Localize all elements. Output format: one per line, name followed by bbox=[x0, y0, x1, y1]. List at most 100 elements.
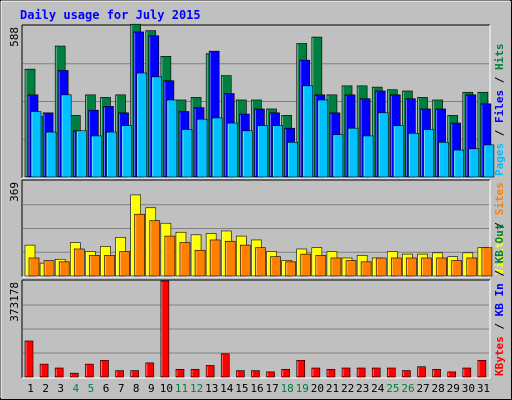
bar-sites bbox=[391, 257, 402, 277]
x-tick-label: 7 bbox=[118, 382, 125, 395]
bar-sites bbox=[255, 247, 266, 277]
bar-sites bbox=[330, 257, 342, 277]
x-tick-label: 14 bbox=[220, 382, 234, 395]
bar-sites bbox=[315, 255, 327, 277]
bar-kbytes bbox=[402, 370, 411, 378]
bar-sites bbox=[104, 255, 115, 277]
bar-pages bbox=[408, 133, 419, 178]
bar-sites bbox=[119, 251, 130, 277]
x-tick-label: 22 bbox=[341, 382, 354, 395]
bar-sites bbox=[300, 253, 312, 277]
bar-pages bbox=[347, 127, 359, 178]
x-tick-label: 8 bbox=[133, 382, 140, 395]
y-max-label: 369 bbox=[8, 182, 21, 202]
x-tick-label: 16 bbox=[250, 382, 263, 395]
bar-sites bbox=[285, 261, 296, 277]
bar-kbytes bbox=[387, 367, 396, 378]
bar-kbytes bbox=[236, 370, 245, 378]
bar-sites bbox=[360, 261, 372, 277]
bar-sites bbox=[345, 260, 357, 277]
bar-kbytes bbox=[190, 368, 200, 378]
x-tick-label: 2 bbox=[42, 382, 49, 395]
bar-pages bbox=[377, 112, 389, 178]
bar-pages bbox=[393, 125, 404, 178]
bar-kbytes bbox=[281, 368, 290, 378]
legend-entry: Files bbox=[493, 90, 506, 123]
bar-sites bbox=[164, 235, 176, 277]
bar-kbytes bbox=[205, 365, 215, 378]
bar-kbytes bbox=[341, 367, 351, 378]
bar-sites bbox=[451, 260, 463, 277]
legend-entry: Pages bbox=[493, 143, 506, 176]
bar-sites bbox=[149, 220, 161, 277]
x-tick-label: 31 bbox=[477, 382, 490, 395]
bar-pages bbox=[30, 111, 42, 178]
x-tick-label: 26 bbox=[401, 382, 414, 395]
bar-kbytes bbox=[220, 353, 230, 378]
x-tick-label: 3 bbox=[57, 382, 64, 395]
x-tick-label: 1 bbox=[27, 382, 34, 395]
panel-2: 369 Visits / Sites bbox=[8, 179, 506, 278]
x-tick-label: 11 bbox=[175, 382, 188, 395]
bar-sites bbox=[436, 257, 447, 277]
legend-label: Visits / Sites bbox=[493, 182, 506, 275]
bar-pages bbox=[75, 130, 87, 178]
bar-kbytes bbox=[54, 367, 64, 378]
bar-kbytes bbox=[251, 370, 260, 378]
bar-pages bbox=[196, 118, 208, 178]
bar-sites bbox=[209, 239, 221, 277]
legend-label: Pages / Files / Hits bbox=[493, 44, 506, 177]
x-tick-label: 5 bbox=[88, 382, 95, 395]
bar-kbytes bbox=[100, 359, 109, 378]
bar-pages bbox=[468, 148, 480, 178]
legend-entry: KB Out bbox=[493, 224, 506, 264]
chart-title: Daily usage for July 2015 bbox=[20, 8, 201, 22]
legend-entry: KBytes bbox=[493, 336, 506, 376]
bar-pages bbox=[181, 129, 193, 178]
bar-sites bbox=[134, 213, 145, 277]
bar-sites bbox=[375, 257, 387, 277]
bar-kbytes bbox=[371, 367, 381, 378]
bar-pages bbox=[106, 131, 117, 178]
bar-sites bbox=[224, 240, 236, 277]
legend-separator: / bbox=[493, 70, 506, 90]
bar-kbytes bbox=[447, 371, 457, 378]
bar-pages bbox=[423, 129, 434, 178]
x-tick-label: 25 bbox=[386, 382, 399, 395]
bar-sites bbox=[89, 255, 100, 277]
bar-sites bbox=[421, 257, 432, 277]
bar-kbytes bbox=[477, 359, 487, 378]
x-tick-label: 28 bbox=[432, 382, 445, 395]
x-tick-label: 23 bbox=[356, 382, 369, 395]
chart-panels: 588 Pages / Files / Hits 369 Visits / Sites… bbox=[8, 23, 506, 379]
bar-pages bbox=[211, 117, 223, 178]
x-tick-label: 19 bbox=[296, 382, 309, 395]
x-tick-label: 4 bbox=[73, 382, 80, 395]
bar-sites bbox=[73, 248, 85, 277]
legend-separator: / bbox=[493, 123, 506, 143]
x-tick-label: 24 bbox=[371, 382, 385, 395]
bar-kbytes bbox=[417, 366, 426, 378]
bar-kbytes bbox=[326, 368, 336, 378]
bar-sites bbox=[406, 257, 417, 277]
x-tick-label: 20 bbox=[311, 382, 324, 395]
legend-separator: / bbox=[493, 215, 506, 235]
bar-pages bbox=[302, 85, 314, 178]
bar-pages bbox=[45, 131, 57, 178]
bar-pages bbox=[151, 76, 163, 178]
bar-kbytes bbox=[432, 368, 441, 378]
bar-sites bbox=[270, 256, 281, 277]
y-max-label: 588 bbox=[8, 27, 21, 47]
bar-sites bbox=[466, 257, 478, 277]
legend-entry: KB In bbox=[493, 283, 506, 316]
bar-pages bbox=[60, 94, 72, 178]
bar-pages bbox=[226, 122, 238, 178]
legend-entry: Hits bbox=[493, 44, 506, 71]
legend-separator: / bbox=[493, 263, 506, 283]
bar-kbytes bbox=[296, 359, 306, 378]
x-axis-labels: 1 2 3 4 5 6 7 8 9 10 11 12 13 14 15 16 17 18 19 20 21 22 23 24 2… bbox=[27, 382, 490, 395]
bar-pages bbox=[438, 142, 449, 178]
bar-pages bbox=[166, 99, 178, 178]
bar-pages bbox=[257, 125, 268, 178]
